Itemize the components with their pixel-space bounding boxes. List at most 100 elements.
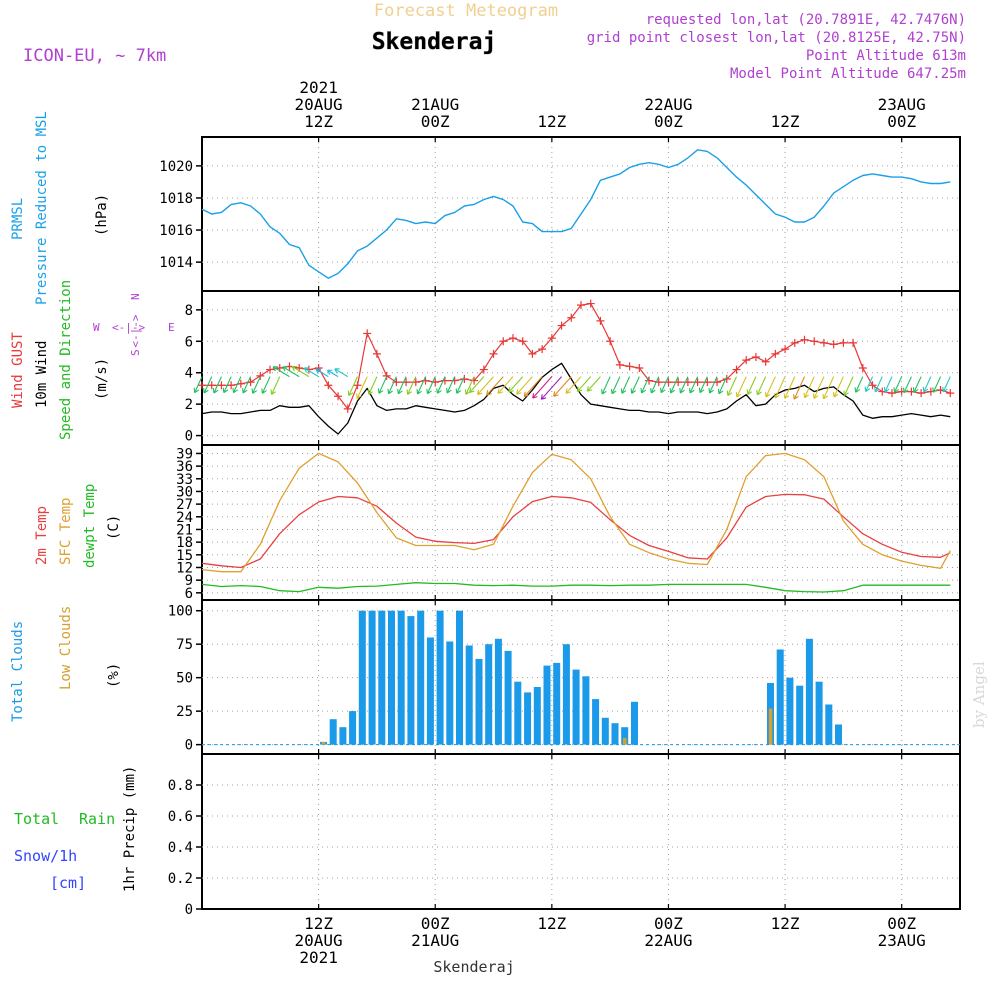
gust-marker <box>800 335 809 344</box>
label-low-clouds: Low Clouds <box>58 606 74 690</box>
y-tick-label: 36 <box>176 459 193 475</box>
wind-direction-arrow <box>356 376 368 399</box>
bottom-tick-label: 21AUG <box>411 931 459 950</box>
y-tick-label: 15 <box>176 548 193 564</box>
top-tick-label: 00Z <box>887 112 916 131</box>
top-tick-label: 22AUG <box>644 95 692 114</box>
wind-direction-arrow <box>203 376 213 394</box>
y-tick-label: 0.2 <box>168 871 193 887</box>
gust-marker <box>227 381 236 390</box>
label-prmsl: PRMSL <box>10 198 26 240</box>
bottom-tick-label: 00Z <box>887 914 916 933</box>
low-cloud-bar <box>321 741 326 745</box>
wind-direction-arrow <box>553 376 572 397</box>
y-tick-label: 0.6 <box>168 809 193 825</box>
wind-direction-arrow <box>679 376 689 394</box>
total-cloud-bar <box>475 658 483 745</box>
y-tick-label: 1016 <box>159 223 193 239</box>
panel-frame <box>201 599 961 755</box>
total-cloud-bar <box>524 692 532 745</box>
total-cloud-bar <box>339 727 347 745</box>
total-cloud-bar <box>786 677 794 745</box>
total-cloud-bar <box>514 681 522 745</box>
total-cloud-bar <box>426 637 434 745</box>
low-cloud-bar <box>768 708 773 745</box>
wind-direction-arrow <box>477 376 494 396</box>
wind-direction-arrow <box>932 376 942 393</box>
panel-4: 0 0.2 0.4 0.6 0.8 <box>168 753 961 918</box>
gust-marker <box>372 349 381 358</box>
wind-direction-arrow <box>261 376 271 394</box>
y-tick-label: 12 <box>176 560 193 576</box>
y-tick-label: 24 <box>176 510 193 526</box>
gust-marker <box>557 321 566 330</box>
gust-marker <box>849 338 858 347</box>
wind-direction-arrow <box>843 376 854 397</box>
gust-marker <box>606 337 615 346</box>
wind-direction-arrow <box>232 376 242 394</box>
gust-marker <box>742 356 751 365</box>
total-cloud-bar <box>543 665 551 745</box>
y-tick-label: 8 <box>185 303 193 319</box>
gust-line <box>202 303 951 410</box>
total-cloud-bar <box>436 610 444 745</box>
wind-direction-arrow <box>334 368 349 378</box>
total-cloud-bar <box>368 610 376 745</box>
wind-direction-arrow <box>486 376 504 396</box>
requested-coords: requested lon,lat (20.7891E, 42.7476N) <box>646 12 966 28</box>
wind-direction-arrow <box>610 376 621 395</box>
label-ms: (m/s) <box>94 358 110 400</box>
wind-direction-arrow <box>497 376 514 394</box>
gust-marker <box>761 357 770 366</box>
gust-marker <box>751 353 760 361</box>
y-tick-label: 6 <box>185 586 193 602</box>
wind-direction-arrow <box>455 376 465 394</box>
gust-marker <box>839 338 848 347</box>
compass-e: E <box>168 321 175 334</box>
y-tick-label: 1020 <box>159 159 193 175</box>
gust-marker <box>635 364 644 372</box>
wind-direction-arrow <box>803 376 815 399</box>
gust-marker <box>790 338 799 347</box>
y-tick-label: 0 <box>185 902 193 918</box>
y-tick-label: 6 <box>185 334 193 350</box>
total-cloud-bar <box>485 644 493 745</box>
total-cloud-bar <box>805 638 813 745</box>
y-tick-label: 18 <box>176 535 193 551</box>
gust-marker <box>577 301 585 310</box>
gust-marker <box>732 365 741 374</box>
compass-s: S <box>129 349 142 356</box>
y-tick-label: 75 <box>176 637 193 653</box>
gust-marker <box>615 360 624 369</box>
svg-text:<-|->: <-|-> <box>129 314 142 347</box>
label-precip: 1hr Precip (mm) <box>122 766 138 892</box>
panel-labels: PRMSL Pressure Reduced to MSL (hPa) Wind… <box>10 111 175 892</box>
gust-marker <box>489 349 498 358</box>
wind-direction-arrow <box>508 376 524 393</box>
total-cloud-bar <box>533 687 541 745</box>
y-tick-label: 100 <box>168 604 193 620</box>
wind-direction-arrow <box>426 376 436 395</box>
total-cloud-bar <box>611 723 619 745</box>
wind-direction-arrow <box>630 376 640 394</box>
bottom-tick-label: 00Z <box>654 914 683 933</box>
y-tick-label: 50 <box>176 671 193 687</box>
wind-direction-arrow <box>893 376 903 393</box>
wind-direction-arrow <box>212 376 222 394</box>
label-c: (C) <box>106 515 122 540</box>
gust-marker <box>353 381 362 390</box>
bottom-tick-label: 12Z <box>304 914 333 933</box>
label-rain: Rain <box>79 810 115 828</box>
compass-n: N <box>129 293 142 300</box>
wind-direction-arrow <box>735 376 747 398</box>
wind-direction-arrow <box>586 376 601 392</box>
panel-1: 0 2 4 6 8 <box>185 290 961 446</box>
total-cloud-bar <box>504 650 512 745</box>
wind-direction-arrow <box>883 376 893 393</box>
dewpt-line <box>201 582 951 593</box>
gust-marker <box>363 329 372 338</box>
gust-marker <box>625 362 634 371</box>
total-cloud-bar <box>776 649 784 745</box>
